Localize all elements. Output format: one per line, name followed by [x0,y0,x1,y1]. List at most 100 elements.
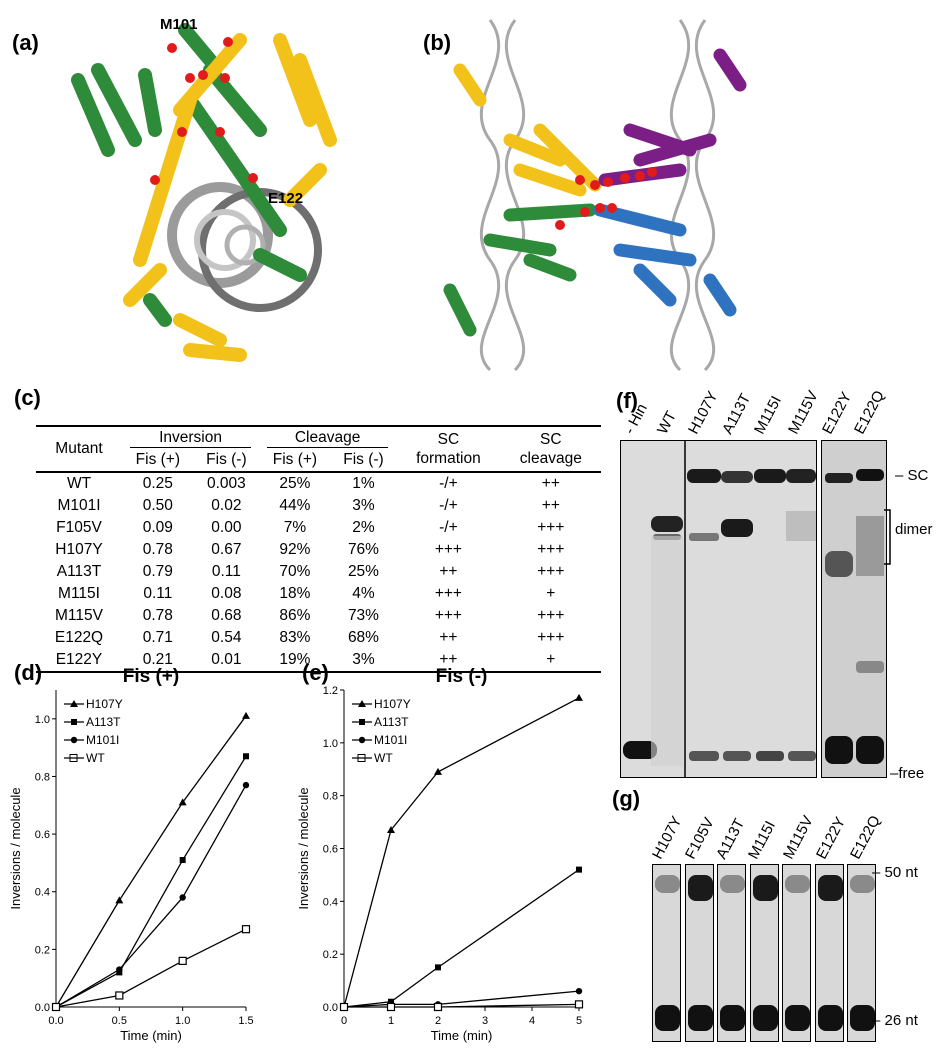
table-cell: 70% [279,563,311,580]
table-cell: 0.21 [142,651,173,668]
x-tick-label: 0.0 [48,1015,63,1027]
mutant-name: E122Y [55,651,103,668]
x-tick-label: 1 [388,1015,394,1027]
table-cell: +++ [434,541,462,558]
data-point [575,693,583,701]
table-cell: ++ [439,563,458,580]
y-tick-label: 0.8 [35,771,50,783]
x-tick-label: 1.0 [175,1015,190,1027]
table-cell: 25% [347,563,379,580]
series-line-M101I [343,990,580,1008]
table-row: H107Y 0.78 0.67 92% 76% +++ +++ [36,539,601,561]
data-point [576,866,582,873]
marker-free: free [898,765,925,782]
gold-subunit-b [453,63,602,197]
table-cell: 73% [347,607,379,624]
table-cell: 0.01 [211,651,242,668]
gel-g-lane [847,864,876,1042]
legend-label: A113T [374,715,409,729]
table-cell: ++ [439,651,458,668]
dna-helices [479,19,716,372]
table-cell: -/+ [439,519,458,536]
chart-fis-minus: Fis (-) 0 1 2 3 4 5 0.0 0.2 0.4 0.6 0.8 1.0 1.2 Time (… [296,666,584,1043]
legend-label: A113T [86,715,121,729]
series-line-WT [344,1003,580,1008]
gel-g-lane-label: M115I [744,818,780,862]
table-cell: 0.003 [206,475,246,492]
x-tick-label: 0.5 [112,1015,127,1027]
legend-label: M101I [86,733,119,747]
series-line-H107Y [55,715,247,1008]
table-cell: 0.08 [211,585,242,602]
x-tick-label: 2 [435,1015,441,1027]
table-row: E122Q 0.71 0.54 83% 68% ++ +++ [36,627,601,649]
col-cle-fis-plus: Fis (+) [272,451,318,468]
y-tick-label: 0.2 [35,944,50,956]
table-cell: 1% [352,475,375,492]
col-sc-cleavage-2: cleavage [519,450,582,467]
legend-label: WT [86,751,105,765]
mutant-name: F105V [56,519,102,536]
legend-label: M101I [374,733,407,747]
table-cell: 0.78 [142,607,173,624]
marker-50nt: 50 nt [884,864,918,881]
panel-label-d: (d) [14,660,43,685]
data-point [433,1002,443,1012]
table-cell: 86% [279,607,311,624]
table-cell: 0.00 [211,519,242,536]
gel-g-lane [684,864,714,1042]
table-cell: +++ [537,519,565,536]
table-row: M115I 0.11 0.08 18% 4% +++ + [36,583,601,605]
mutation-spheres [150,37,258,185]
y-tick-label: 1.0 [35,714,50,726]
x-tick-label: 4 [529,1015,535,1027]
mutant-name: A113T [56,563,102,580]
x-axis-label: Time (min) [431,1028,493,1043]
table-cell: + [546,585,556,602]
x-tick-label: 3 [482,1015,488,1027]
col-inversion: Inversion [130,429,252,448]
table-cell: -/+ [439,497,458,514]
col-sc-formation-1: SC [437,431,460,448]
mutant-name: M115I [58,585,100,602]
table-cell: 0.11 [143,585,173,602]
table-cell: 3% [352,651,375,668]
chart-title: Fis (+) [123,666,179,687]
y-tick-label: 0.6 [35,829,50,841]
gel-f-lane-label: H107Y [684,388,722,437]
table-row: WT 0.25 0.003 25% 1% -/+ ++ [36,472,601,495]
data-point [243,753,249,760]
table-cell: 0.25 [142,475,173,492]
table-cell: ++ [541,497,560,514]
table-cell: 92% [279,541,311,558]
x-tick-label: 1.5 [238,1015,253,1027]
table-row: A113T 0.79 0.11 70% 25% ++ +++ [36,561,601,583]
mutant-name: M115V [55,607,103,624]
x-tick-label: 0 [341,1015,347,1027]
table-cell: ++ [541,475,560,492]
table-cell: 0.50 [142,497,173,514]
table-row: M101I 0.50 0.02 44% 3% -/+ ++ [36,495,601,517]
marker-26nt: 26 nt [884,1012,918,1029]
data-point [242,711,250,719]
table-cell: + [546,651,556,668]
y-tick-label: 0.4 [35,887,50,899]
gold-subunit [123,33,337,362]
data-point [339,1002,349,1012]
panel-label-g: (g) [612,786,641,811]
table-cell: -/+ [439,475,458,492]
table-cell: +++ [537,607,565,624]
table-cell: +++ [434,585,462,602]
table-cell: 76% [347,541,379,558]
table-cell: +++ [537,563,565,580]
data-point [116,966,123,973]
gel-g [652,864,878,1042]
table-cell: 0.78 [142,541,173,558]
label-e122: E122 [268,190,304,207]
dna-end-view [167,182,322,312]
series-line-H107Y [343,697,580,1008]
table-cell: +++ [537,629,565,646]
table-cell: 19% [279,651,311,668]
table-row: F105V 0.09 0.00 7% 2% -/+ +++ [36,517,601,539]
protein-structure-b [443,19,747,372]
